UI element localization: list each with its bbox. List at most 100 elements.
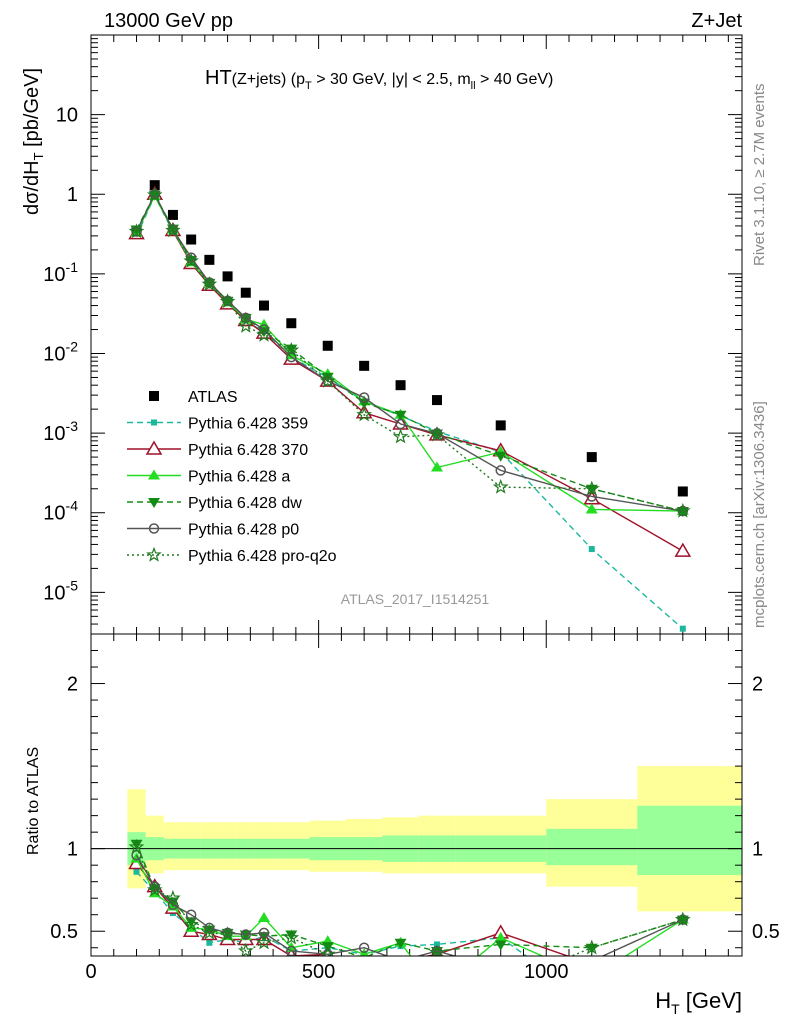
ratio-point-pythia-6-428-dw [185,917,198,928]
data-point-atlas [677,486,688,497]
ratio-point-pythia-6-428-pro-q2o [256,934,272,950]
ratio-line-pythia-6-428-a [135,858,684,956]
y-tick-label: 10-4 [43,498,78,525]
ratio-point-pythia-6-428-pro-q2o [165,889,181,905]
ratio-point-pythia-6-428-pro-q2o [283,929,300,945]
data-point-pythia-6-428-dw [585,484,598,495]
ratio-point-pythia-6-428-359 [206,939,213,946]
main-plot-frame [90,34,743,635]
data-point-atlas [167,209,178,220]
ratio-line-pythia-6-428-359 [135,871,528,956]
legend-label-pythia-6-428-359: Pythia 6.428 359 [188,416,308,433]
legend-marker-pythia-6-428-dw [148,498,160,508]
title-cuts: > 30 GeV, |y| < 2.5, m [312,71,471,88]
ratio-point-pythia-6-428-dw [676,915,689,926]
ratio-point-pythia-6-428-p0 [204,922,215,934]
data-point-atlas [286,318,297,329]
ratio-tick-label-left: 0.5 [50,921,78,943]
title-mass-cut: > 40 GeV) [476,71,554,88]
legend-marker-pythia-6-428-pro-q2o [146,546,162,562]
y-tick-label: 10 [56,105,78,127]
data-point-pythia-6-428-pro-q2o [237,317,254,333]
ratio-line-pythia-6-428-370 [135,863,570,956]
ratio-point-pythia-6-428-a [257,912,270,923]
y-tick-label: 10-2 [43,338,78,365]
data-point-atlas [395,380,406,391]
data-point-pythia-6-428-pro-q2o [429,426,445,442]
data-point-atlas [495,420,506,431]
data-point-pythia-6-428-p0 [395,418,406,430]
series-line-pythia-6-428-p0 [135,192,683,512]
ratio-line-pythia-6-428-dw [135,843,684,956]
x-tick-label: 1000 [524,961,569,983]
data-point-pythia-6-428-dw [430,429,443,440]
legend: ATLAS Pythia 6.428 359 Pythia 6.428 370 Pyt… [127,389,337,565]
ratio-point-pythia-6-428-p0 [240,929,252,940]
data-point-pythia-6-428-pro-q2o [165,222,181,238]
title-pt-sub: T [305,80,312,92]
series-line-pythia-6-428-a [135,194,683,512]
series-line-pythia-6-428-dw [135,193,683,512]
ratio-point-pythia-6-428-pro-q2o [237,942,254,956]
data-point-atlas [240,287,251,298]
ratio-point-pythia-6-428-pro-q2o [183,916,199,932]
data-point-atlas [258,300,269,311]
data-point-pythia-6-428-pro-q2o [219,293,236,309]
mcplots-label: mcplots.cern.ch [arXiv:1306.3436] [751,401,768,628]
data-point-pythia-6-428-pro-q2o [283,341,300,357]
data-point-pythia-6-428-dw [257,327,270,338]
data-point-pythia-6-428-359 [588,546,595,553]
legend-marker-pythia-6-428-370 [145,440,163,455]
y-tick-label: 10-1 [43,259,78,286]
data-point-pythia-6-428-pro-q2o [356,406,372,422]
data-point-atlas [586,452,597,463]
analysis-id: ATLAS_2017_I1514251 [341,591,490,607]
data-point-atlas [322,340,333,351]
ratio-point-pythia-6-428-pro-q2o [146,881,163,897]
ratio-bands [91,766,742,912]
data-point-pythia-6-428-pro-q2o [183,252,199,268]
data-point-atlas [186,234,197,245]
ratio-line-pythia-6-428-pro-q2o [135,846,684,956]
process-label: Z+Jet [691,10,742,32]
legend-label-pythia-6-428-370: Pythia 6.428 370 [188,442,308,459]
y-tick-label: 10-3 [43,418,78,445]
data-point-atlas [204,254,215,265]
ratio-axis-title: Ratio to ATLAS [25,747,42,855]
data-point-atlas [431,395,442,406]
data-point-pythia-6-428-p0 [495,465,506,476]
ratio-grid-ticks: 0.5 0.5 1 1 2 2 [50,650,780,949]
data-point-pythia-6-428-dw [676,507,689,518]
title-pt: (p [286,71,305,88]
ratio-point-pythia-6-428-359 [133,868,140,875]
x-tick-label: 500 [302,961,335,983]
ratio-band-inner [637,805,742,876]
data-point-pythia-6-428-pro-q2o [392,428,409,444]
ratio-point-pythia-6-428-dw [394,938,407,949]
data-point-pythia-6-428-dw [321,372,334,383]
series-line-pythia-6-428-pro-q2o [135,193,683,512]
ratio-point-pythia-6-428-pro-q2o [201,924,218,940]
data-point-pythia-6-428-pro-q2o [201,276,218,291]
data-point-atlas [359,360,370,371]
ratio-point-pythia-6-428-pro-q2o [319,946,336,956]
x-tick-label: 0 [85,961,96,983]
main-series [128,180,692,632]
ratio-point-pythia-6-428-dw [585,943,598,954]
ratio-series [128,838,691,956]
ratio-point-pythia-6-428-dw [239,930,252,941]
ratio-tick-label-right: 2 [752,674,763,696]
ratio-point-pythia-6-428-a [494,931,507,942]
y-tick-label: 1 [67,184,78,206]
data-point-atlas [222,271,233,282]
data-point-pythia-6-428-a [430,461,443,472]
ratio-point-pythia-6-428-pro-q2o [128,838,145,854]
ratio-point-pythia-6-428-p0 [131,850,142,861]
legend-label-pythia-6-428-pro-q2o: Pythia 6.428 pro-q2o [188,548,337,565]
ratio-line-pythia-6-428-p0 [135,854,684,956]
legend-marker-pythia-6-428-359 [151,419,157,426]
data-point-pythia-6-428-pro-q2o [319,372,336,388]
x-axis-title: HT [GeV] [655,988,742,1017]
data-point-pythia-6-428-p0 [240,312,252,324]
